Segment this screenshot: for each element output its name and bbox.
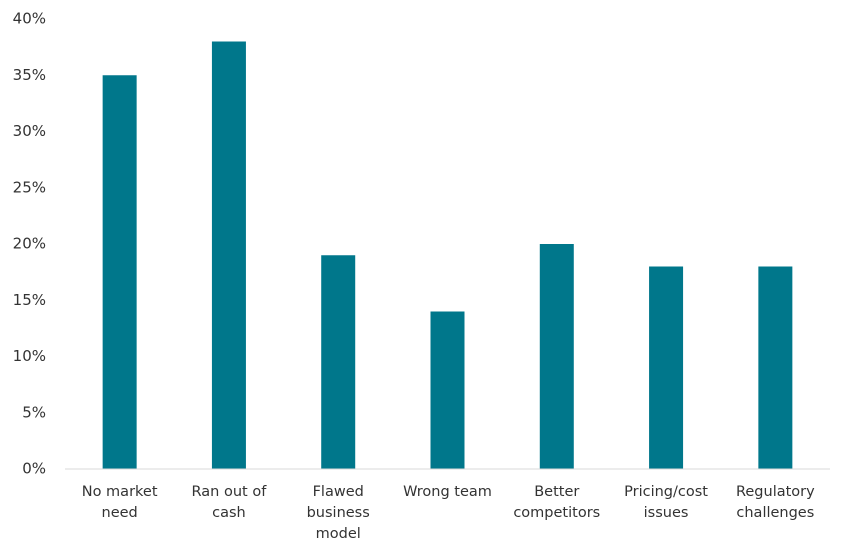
bar <box>321 255 356 469</box>
y-tick-label: 15% <box>13 291 46 309</box>
bar <box>758 266 793 469</box>
x-tick-label: Flawed business model <box>306 484 370 542</box>
y-tick-label: 40% <box>13 10 46 28</box>
y-tick-label: 5% <box>22 403 46 421</box>
bar <box>102 75 137 469</box>
x-tick-label: Better competitors <box>513 484 601 521</box>
y-tick-label: 0% <box>22 460 46 478</box>
bar <box>649 266 684 469</box>
x-tick-label: Wrong team <box>403 484 492 500</box>
x-tick-label: Pricing/cost issues <box>624 484 708 521</box>
bar <box>211 41 246 469</box>
bar <box>430 311 465 469</box>
y-tick-label: 25% <box>13 178 46 196</box>
y-tick-label: 10% <box>13 347 46 365</box>
y-tick-label: 20% <box>13 235 46 253</box>
x-tick-label: Ran out of cash <box>191 484 267 521</box>
x-tick-label: Regulatory challenges <box>735 484 815 521</box>
y-tick-label: 35% <box>13 66 46 84</box>
y-tick-label: 30% <box>13 122 46 140</box>
bar <box>539 244 574 469</box>
x-tick-label: No market need <box>81 484 158 521</box>
